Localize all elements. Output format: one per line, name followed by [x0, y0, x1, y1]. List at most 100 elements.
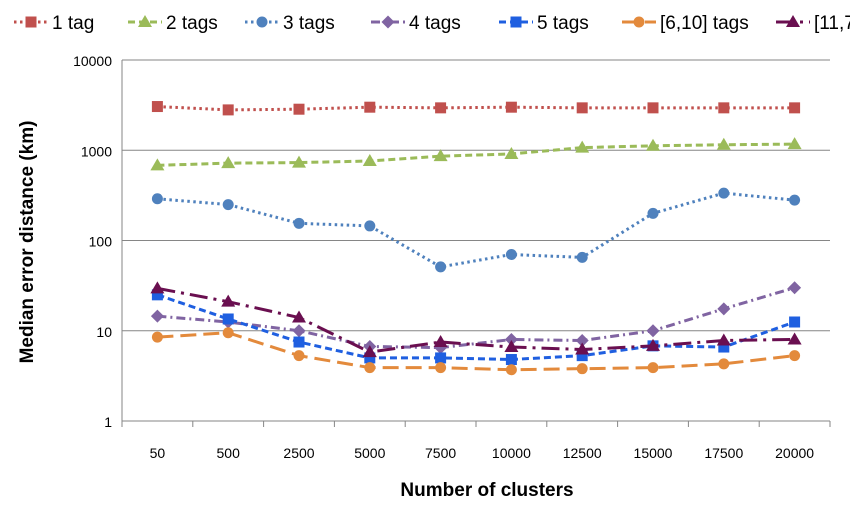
data-point [292, 310, 306, 323]
y-tick-label: 10000 [73, 53, 112, 69]
data-point [435, 102, 447, 114]
series-line [157, 286, 795, 354]
legend-label: [6,10] tags [660, 13, 749, 34]
data-point [362, 345, 377, 358]
y-tick-label: 10 [96, 324, 112, 340]
data-point [222, 313, 234, 325]
data-point [718, 187, 730, 199]
data-point [788, 281, 802, 295]
data-point [433, 335, 448, 348]
data-point [293, 350, 305, 362]
legend-item: 4 tags [371, 13, 461, 34]
x-tick-label: 12500 [563, 445, 602, 461]
data-point [292, 324, 306, 338]
x-tick-label: 500 [217, 445, 241, 461]
data-point [789, 316, 801, 328]
data-point [647, 362, 659, 374]
data-point [151, 331, 163, 343]
data-point [646, 138, 660, 151]
legend-marker [138, 15, 152, 27]
data-point [364, 101, 376, 113]
legend-item: 2 tags [128, 13, 218, 34]
data-point [718, 341, 730, 353]
x-tick-label: 2500 [283, 445, 314, 461]
data-point [718, 102, 730, 114]
data-point [151, 193, 163, 205]
data-point [505, 354, 517, 366]
data-point [150, 309, 164, 323]
legend-marker [25, 16, 37, 28]
plot-series [150, 101, 802, 376]
data-point [647, 207, 659, 219]
y-tick-label: 100 [89, 234, 113, 250]
data-point [646, 324, 660, 338]
data-point [433, 149, 448, 162]
data-point [718, 358, 730, 370]
x-tick-label: 17500 [704, 445, 743, 461]
legend-marker [510, 16, 522, 28]
data-point [789, 102, 801, 114]
data-point [575, 333, 589, 347]
legend-marker [786, 15, 800, 27]
data-point [293, 103, 305, 115]
legend-label: 1 tag [52, 13, 94, 34]
data-point [576, 251, 588, 263]
data-point [221, 156, 236, 169]
data-point [646, 338, 660, 351]
data-point [716, 137, 731, 150]
data-point [222, 199, 234, 211]
x-tick-label: 20000 [775, 445, 814, 461]
y-tick-labels: 1 10 100 1000 10000 [73, 53, 112, 430]
data-point [504, 340, 519, 353]
data-point [435, 352, 447, 364]
data-point [364, 220, 376, 232]
legend-marker [381, 15, 395, 29]
data-point [292, 155, 306, 168]
data-point [789, 350, 801, 362]
data-point [505, 248, 517, 260]
data-point [293, 336, 305, 348]
legend-marker [256, 16, 268, 28]
data-point [150, 158, 165, 171]
y-axis-title: Median error distance (km) [17, 121, 38, 364]
legend-label: [11,75] tags [814, 13, 850, 34]
series-4 [151, 289, 801, 366]
legend-item: 1 tag [14, 13, 94, 34]
data-point [789, 194, 801, 206]
data-point [647, 102, 659, 114]
series-line [157, 191, 795, 269]
data-point [293, 217, 305, 229]
data-point [576, 102, 588, 114]
series-6 [150, 281, 802, 358]
legend-marker [633, 16, 645, 28]
data-point [504, 146, 519, 159]
x-tick-label: 5000 [354, 445, 385, 461]
series-line [156, 293, 796, 362]
data-point [222, 327, 234, 339]
legend-item: [11,75] tags [776, 13, 850, 34]
x-tick-label: 15000 [634, 445, 673, 461]
data-point [150, 281, 165, 294]
legend-item: [6,10] tags [622, 13, 749, 34]
legend-item: 3 tags [245, 13, 335, 34]
data-point [576, 363, 588, 375]
y-tick-label: 1000 [81, 143, 112, 159]
series-0 [151, 101, 801, 116]
data-point [221, 294, 236, 307]
series-2 [151, 187, 801, 273]
data-point [575, 140, 590, 153]
x-tick-label: 50 [150, 445, 166, 461]
axes [121, 60, 831, 427]
x-tick-label: 7500 [425, 445, 456, 461]
data-point [435, 261, 447, 273]
data-point [576, 350, 588, 362]
data-point [575, 342, 590, 355]
legend-label: 4 tags [409, 13, 461, 34]
series-5 [151, 327, 801, 376]
legend-label: 3 tags [283, 13, 335, 34]
data-point [151, 101, 163, 113]
series-line [157, 142, 795, 167]
data-point [364, 352, 376, 364]
series-line [157, 105, 795, 112]
data-point [222, 104, 234, 116]
